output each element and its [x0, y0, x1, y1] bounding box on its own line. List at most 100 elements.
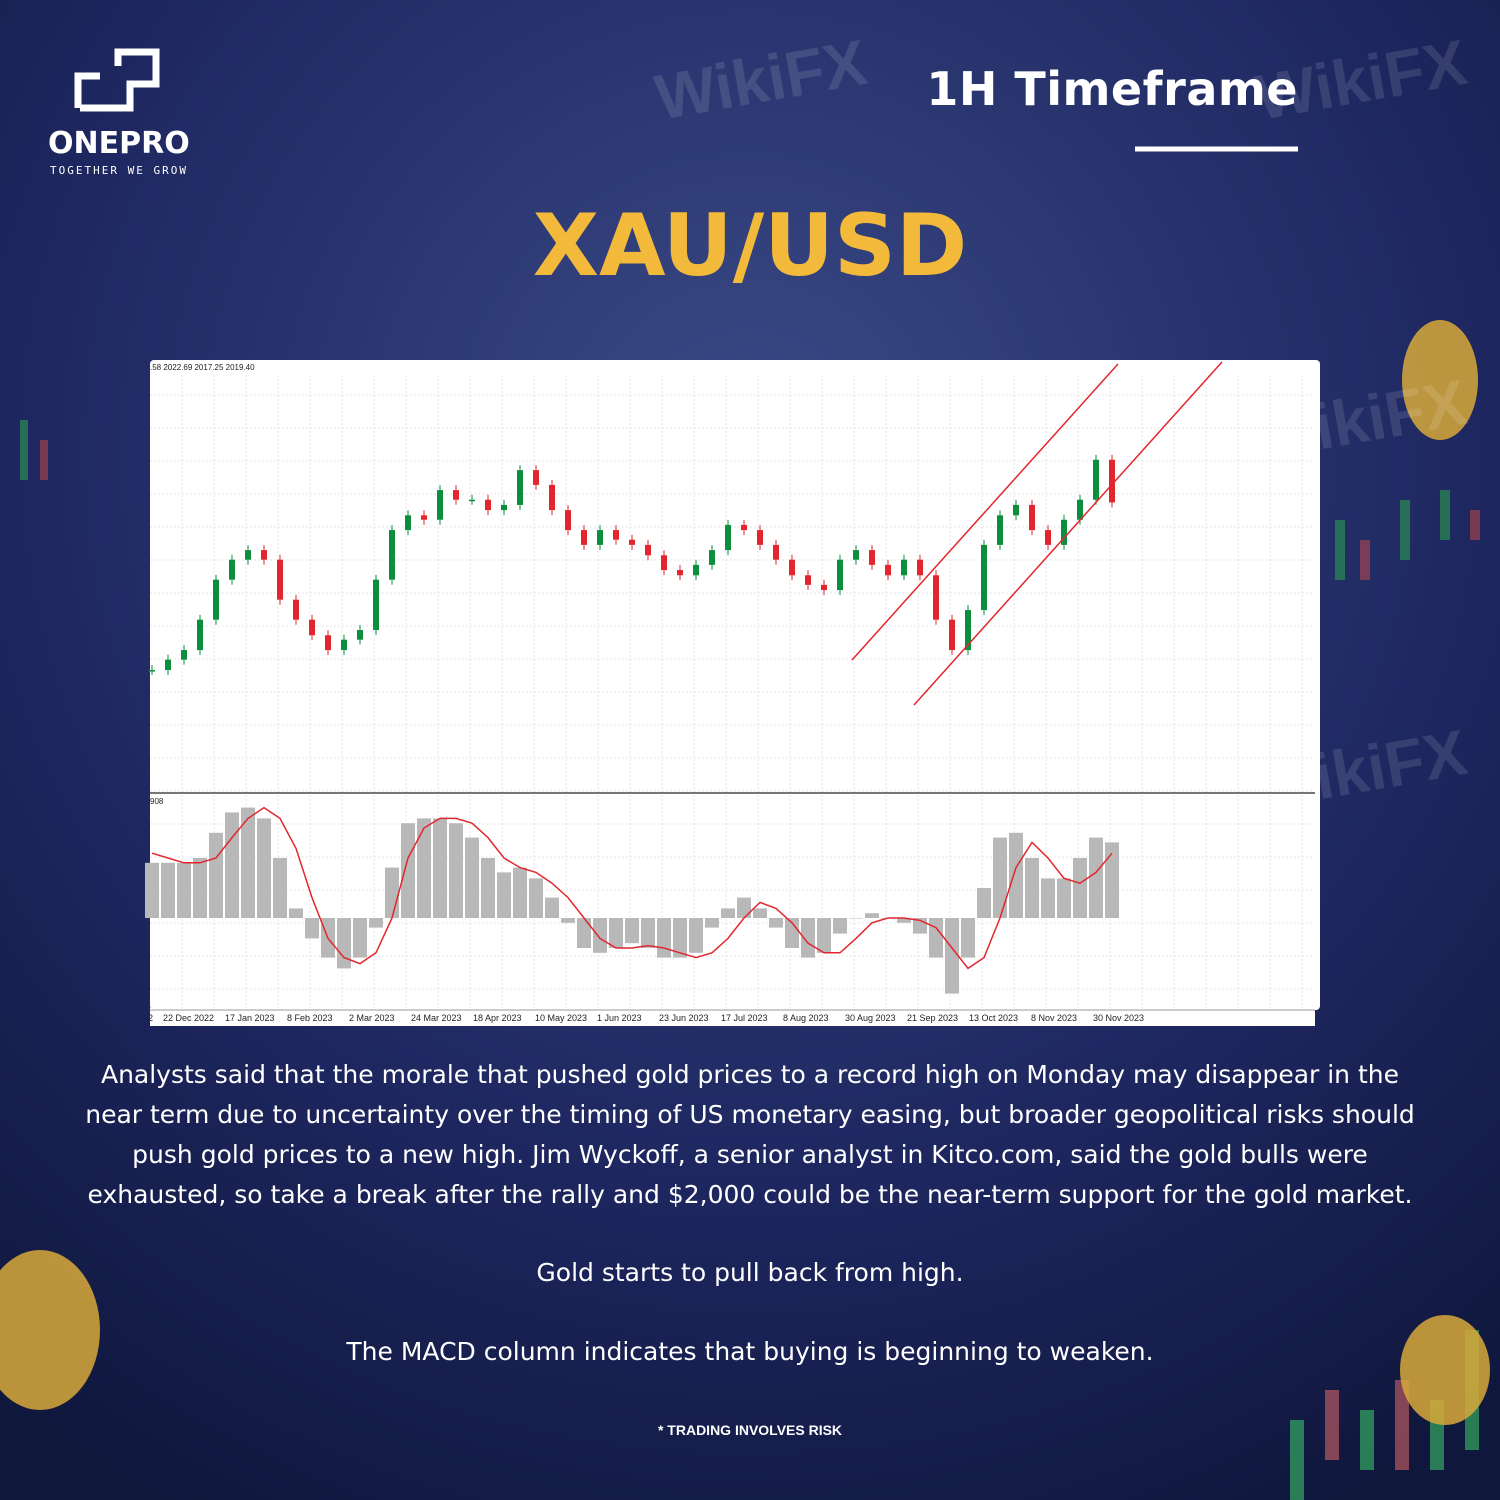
candle-body	[517, 470, 523, 505]
x-tick-label: 2 Mar 2023	[349, 1013, 395, 1023]
candle-body	[645, 544, 651, 556]
candle-body	[165, 659, 171, 671]
candle-body	[421, 515, 427, 520]
macd-bar	[945, 918, 959, 994]
axis-strip	[150, 1008, 1315, 1026]
macd-bar	[625, 918, 639, 944]
macd-bar	[417, 818, 431, 918]
macd-bar	[833, 918, 847, 934]
channel-lines	[851, 361, 1223, 706]
candle-body	[325, 635, 331, 651]
macd-bar	[817, 918, 831, 953]
macd-bar	[273, 858, 287, 918]
macd-bar	[849, 918, 863, 919]
macd-bar	[705, 918, 719, 928]
candle-body	[757, 530, 763, 545]
candle-body	[981, 544, 987, 611]
macd-bar	[225, 812, 239, 918]
macd-bar	[305, 918, 319, 939]
candle-body	[245, 550, 251, 560]
candle-body	[389, 530, 395, 580]
candle-body	[933, 575, 939, 620]
candle-body	[1061, 519, 1067, 545]
candle-body	[565, 510, 571, 531]
macd-bar	[785, 918, 799, 948]
macd-bar	[737, 897, 751, 918]
candle-body	[197, 619, 203, 651]
macd-bar	[529, 878, 543, 918]
macd-bar	[513, 867, 527, 918]
macd-bar	[1041, 878, 1055, 918]
macd-bar	[449, 823, 463, 918]
title: XAU/USD	[532, 196, 968, 296]
x-tick-label: 23 Jun 2023	[659, 1013, 709, 1023]
candle-body	[597, 530, 603, 545]
candle-body	[901, 559, 907, 576]
candle-body	[885, 564, 891, 576]
paragraph: The MACD column indicates that buying is…	[346, 1337, 1154, 1366]
macd-bar	[497, 872, 511, 918]
x-tick-label: 18 Apr 2023	[473, 1013, 522, 1023]
macd-bar	[193, 858, 207, 918]
x-tick-label: 8 Feb 2023	[287, 1013, 333, 1023]
x-tick-label: 30 Aug 2023	[845, 1013, 896, 1023]
macd-bar	[353, 918, 367, 958]
macd-bar	[257, 818, 271, 918]
macd-bar	[865, 913, 879, 918]
candle-body	[965, 610, 971, 651]
candle-body	[1013, 504, 1019, 516]
macd-bar	[161, 862, 175, 918]
macd-bar	[961, 918, 975, 958]
deco-coins	[0, 320, 1490, 1425]
footer: * TRADING INVOLVES RISK	[657, 1422, 843, 1438]
macd-bar	[1105, 842, 1119, 918]
macd-bar	[753, 908, 767, 918]
macd-bar	[545, 897, 559, 918]
macd-bar	[1025, 858, 1039, 918]
candle-body	[677, 570, 683, 576]
candle-body	[821, 584, 827, 591]
macd-bar	[209, 832, 223, 918]
candle-body	[469, 499, 475, 502]
candle-body	[261, 550, 267, 560]
candle-body	[1029, 504, 1035, 531]
x-tick-label: 2	[148, 1013, 153, 1023]
x-tick-label: 24 Mar 2023	[411, 1013, 462, 1023]
candle-body	[1093, 459, 1099, 500]
candle-body	[789, 559, 795, 576]
timeframe: 1H Timeframe	[926, 62, 1298, 116]
candle-body	[277, 559, 283, 600]
candle-body	[709, 550, 715, 565]
candle-body	[533, 470, 539, 485]
candle-body	[725, 524, 731, 551]
candle-body	[1109, 459, 1115, 503]
macd-bar	[657, 918, 671, 958]
macd-bar	[1009, 832, 1023, 918]
x-tick-label: 13 Oct 2023	[969, 1013, 1018, 1023]
macd-bar	[145, 862, 159, 918]
candle-body	[213, 579, 219, 620]
macd-bar	[929, 918, 943, 958]
ohlc-label: .58 2022.69 2017.25 2019.40	[150, 363, 255, 372]
x-tick-label: 10 May 2023	[535, 1013, 587, 1023]
candle-body	[1077, 499, 1083, 520]
candle-body	[341, 639, 347, 651]
macd-bar	[561, 918, 575, 923]
logo-mark	[74, 48, 160, 112]
candle-body	[869, 550, 875, 565]
logo-name: ONEPRO	[48, 126, 190, 161]
candle-body	[485, 499, 491, 511]
signal-line	[151, 806, 1113, 970]
candle-body	[773, 544, 779, 560]
x-tick-label: 17 Jul 2023	[721, 1013, 768, 1023]
paragraph: Analysts said that the morale that pushe…	[85, 1060, 1415, 1209]
candle-body	[805, 575, 811, 585]
candle-body	[501, 504, 507, 511]
macd-bar	[241, 807, 255, 918]
grid	[150, 375, 1315, 1008]
macd-bar	[369, 918, 383, 928]
candle-body	[229, 559, 235, 580]
candle-body	[549, 484, 555, 511]
